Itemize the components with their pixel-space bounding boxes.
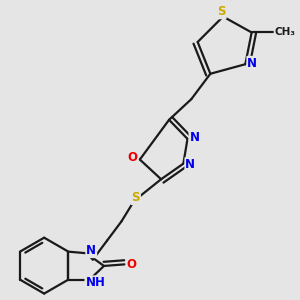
Text: N: N: [185, 158, 195, 171]
Text: O: O: [127, 258, 136, 271]
Text: N: N: [86, 244, 96, 257]
Text: S: S: [131, 191, 140, 204]
Text: O: O: [128, 152, 137, 164]
Text: N: N: [247, 57, 257, 70]
Text: CH₃: CH₃: [274, 28, 296, 38]
Text: S: S: [217, 5, 226, 18]
Text: NH: NH: [85, 276, 105, 289]
Text: N: N: [190, 131, 200, 144]
